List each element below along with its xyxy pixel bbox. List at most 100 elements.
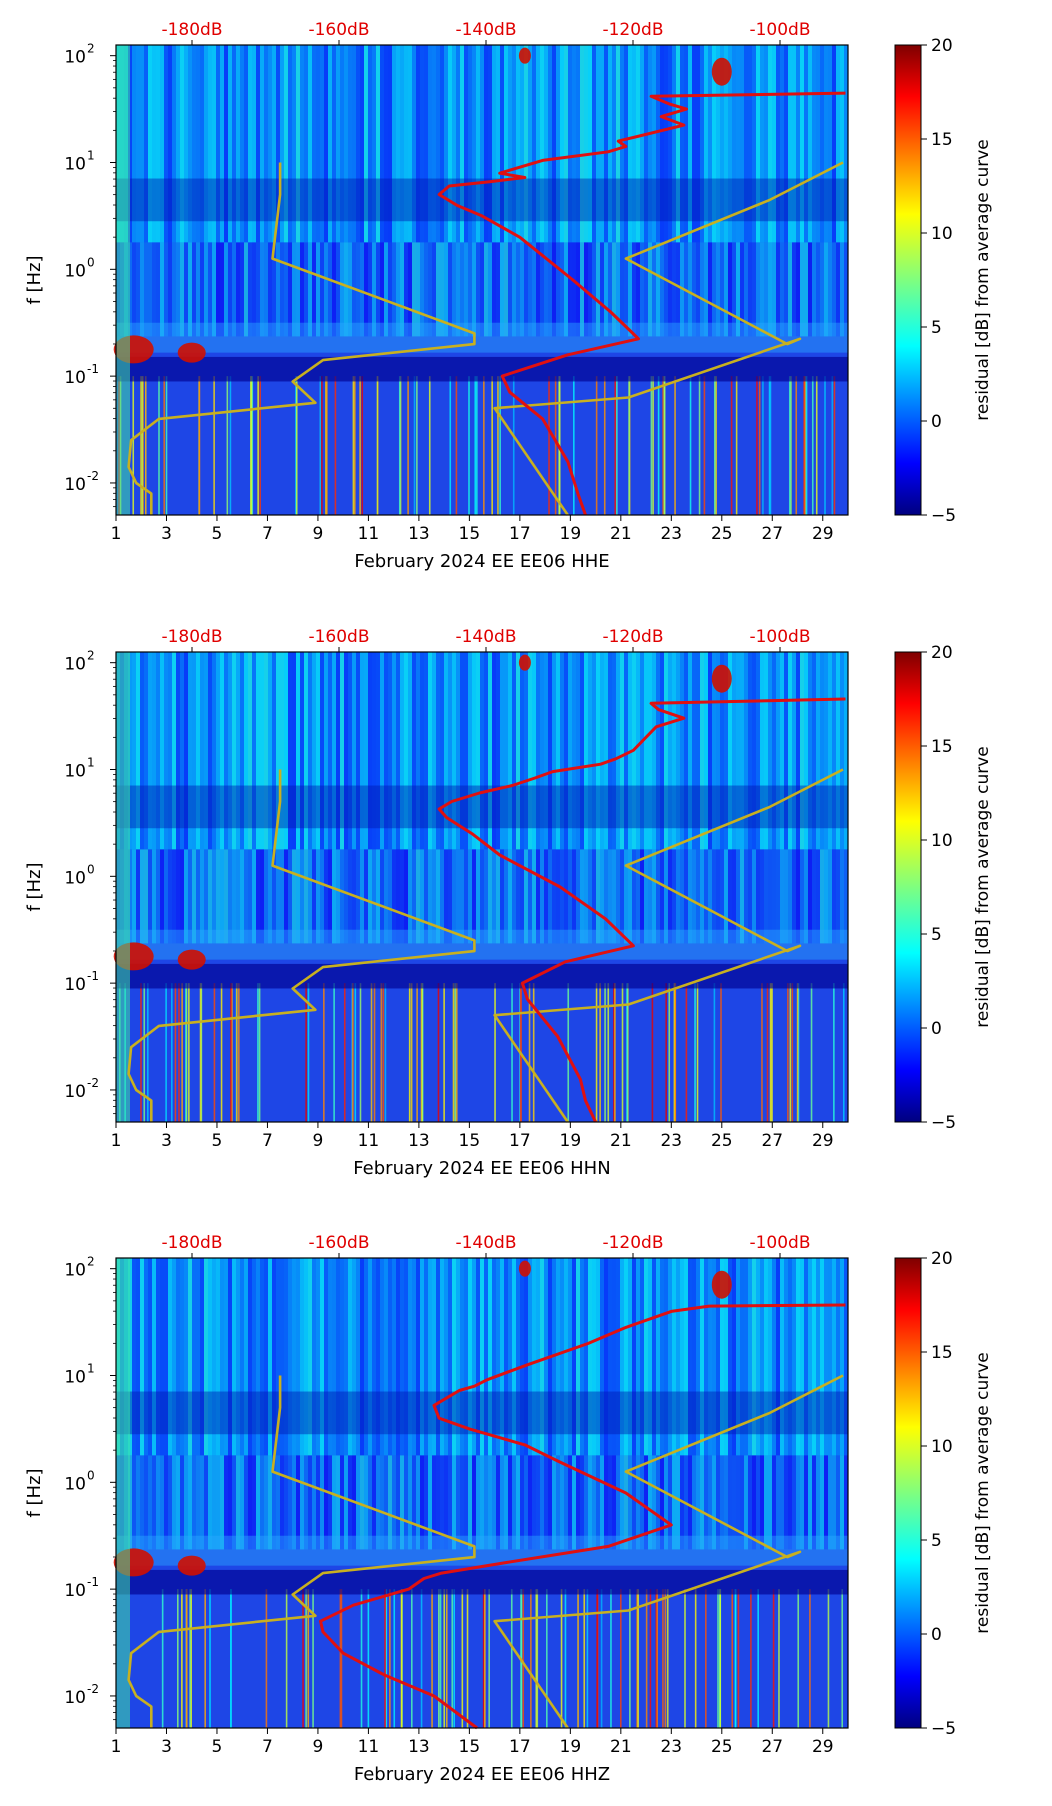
low-noise-model-curve bbox=[127, 1375, 476, 1728]
heatmap-column-upper bbox=[604, 45, 608, 243]
heatmap-column-mid bbox=[376, 849, 380, 944]
heatmap-column-upper bbox=[176, 652, 180, 850]
heatmap-column-upper bbox=[328, 652, 332, 850]
heatmap-spike bbox=[250, 376, 252, 515]
heatmap-column-mid bbox=[828, 849, 832, 944]
heatmap-column-mid bbox=[336, 242, 340, 337]
heatmap-column-mid bbox=[136, 242, 140, 337]
heatmap-column-mid bbox=[300, 849, 304, 944]
heatmap-column-mid bbox=[612, 1455, 616, 1550]
heatmap-column-upper bbox=[716, 45, 720, 243]
heatmap-column-upper bbox=[300, 652, 304, 850]
heatmap-spike bbox=[758, 376, 761, 515]
heatmap-column-mid bbox=[704, 849, 708, 944]
heatmap-column-upper bbox=[804, 652, 808, 850]
heatmap-spike bbox=[488, 1589, 490, 1728]
heatmap-column-upper bbox=[388, 652, 392, 850]
heatmap-column-upper bbox=[800, 45, 804, 243]
heatmap-column-upper bbox=[468, 1258, 472, 1456]
heatmap-column-upper bbox=[404, 45, 408, 243]
colorbar bbox=[894, 44, 922, 516]
heatmap-column-upper bbox=[732, 45, 736, 243]
heatmap-column-mid bbox=[536, 849, 540, 944]
heatmap-column-upper bbox=[616, 1258, 620, 1456]
colorbar-tick-label: 0 bbox=[931, 1019, 942, 1039]
heatmap-spike bbox=[662, 376, 664, 515]
heatmap-column-upper bbox=[816, 652, 820, 850]
heatmap-column-mid bbox=[200, 849, 204, 944]
heatmap-column-mid bbox=[224, 242, 228, 337]
y-tick-exponent: 0 bbox=[87, 1468, 95, 1482]
heatmap-spike bbox=[668, 983, 671, 1122]
heatmap-spike bbox=[305, 1589, 307, 1728]
heatmap-column-mid bbox=[732, 242, 736, 337]
heatmap-column-mid bbox=[712, 242, 716, 337]
heatmap-column-mid bbox=[200, 1455, 204, 1550]
heatmap-spike bbox=[455, 376, 458, 515]
heatmap-spike bbox=[398, 376, 401, 515]
heatmap-spike bbox=[796, 983, 799, 1122]
heatmap-column-upper bbox=[308, 1258, 312, 1456]
heatmap-column-mid bbox=[160, 1455, 164, 1550]
heatmap-column-upper bbox=[592, 1258, 596, 1456]
heatmap-column-mid bbox=[728, 1455, 732, 1550]
heatmap-column-upper bbox=[724, 652, 728, 850]
heatmap-column-mid bbox=[204, 849, 208, 944]
heatmap-column-mid bbox=[276, 1455, 280, 1550]
y-tick-label: 10 bbox=[64, 368, 86, 388]
heatmap-spike bbox=[354, 983, 357, 1122]
heatmap-spike bbox=[165, 376, 168, 515]
heatmap-column-mid bbox=[724, 242, 728, 337]
heatmap-column-mid bbox=[336, 849, 340, 944]
heatmap-spike bbox=[497, 376, 499, 515]
heatmap-column-upper bbox=[448, 45, 452, 243]
heatmap-spike bbox=[407, 376, 409, 515]
heatmap-column-mid bbox=[212, 1455, 216, 1550]
heatmap-column-upper bbox=[256, 45, 260, 243]
heatmap-column-mid bbox=[576, 1455, 580, 1550]
heatmap-spike bbox=[188, 983, 190, 1122]
heatmap-spike bbox=[694, 983, 696, 1122]
top-db-label: -100dB bbox=[749, 1233, 810, 1253]
heatmap-column-mid bbox=[280, 242, 284, 337]
heatmap-column-upper bbox=[768, 45, 772, 243]
heatmap-column-mid bbox=[456, 849, 460, 944]
heatmap-column-mid bbox=[240, 849, 244, 944]
heatmap-column-upper bbox=[472, 45, 476, 243]
x-tick-label: 27 bbox=[761, 1131, 783, 1151]
heatmap-column-upper bbox=[828, 652, 832, 850]
heatmap-column-mid bbox=[232, 849, 236, 944]
heatmap-column-upper bbox=[456, 1258, 460, 1456]
heatmap-column-mid bbox=[400, 849, 404, 944]
heatmap-spike bbox=[546, 1589, 548, 1728]
heatmap-spike bbox=[360, 1589, 363, 1728]
heatmap-column-mid bbox=[396, 242, 400, 337]
heatmap-column-upper bbox=[532, 652, 536, 850]
y-tick-label: 10 bbox=[64, 1368, 86, 1388]
heatmap-column-upper bbox=[336, 45, 340, 243]
heatmap-column-mid bbox=[592, 242, 596, 337]
heatmap-column-upper bbox=[544, 652, 548, 850]
heatmap-column-upper bbox=[164, 652, 168, 850]
heatmap-spike bbox=[769, 376, 772, 515]
heatmap-spike bbox=[302, 1589, 304, 1728]
heatmap-column-upper bbox=[276, 652, 280, 850]
heatmap-column-mid bbox=[812, 242, 816, 337]
heatmap-column-upper bbox=[324, 652, 328, 850]
heatmap-column-mid bbox=[552, 1455, 556, 1550]
heatmap-spike bbox=[259, 376, 261, 515]
heatmap-column-upper bbox=[488, 652, 492, 850]
heatmap-column-mid bbox=[372, 849, 376, 944]
x-tick-label: 15 bbox=[459, 524, 481, 544]
heatmap-column-mid bbox=[536, 1455, 540, 1550]
heatmap-column-upper bbox=[720, 45, 724, 243]
heatmap-column-upper bbox=[164, 1258, 168, 1456]
heatmap-column-upper bbox=[792, 1258, 796, 1456]
heatmap-column-mid bbox=[292, 1455, 296, 1550]
heatmap-column-upper bbox=[368, 1258, 372, 1456]
heatmap-column-mid bbox=[676, 1455, 680, 1550]
top-db-label: -100dB bbox=[749, 627, 810, 647]
heatmap-column-upper bbox=[296, 652, 300, 850]
heatmap-column-upper bbox=[532, 1258, 536, 1456]
heatmap-column-upper bbox=[696, 45, 700, 243]
